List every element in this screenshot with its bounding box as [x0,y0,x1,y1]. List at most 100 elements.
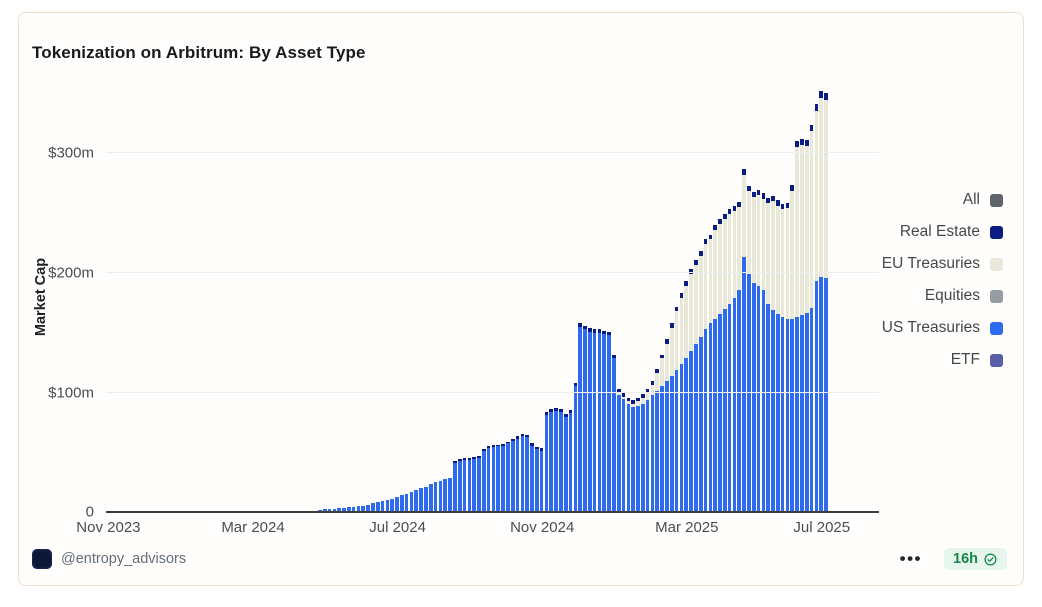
bar [607,331,611,513]
legend-item-eu-treasuries[interactable]: EU Treasuries [882,255,1003,273]
bar-segment-real-estate [607,331,611,336]
bar-segment-us-treasuries [563,417,568,513]
bar [515,436,520,513]
bar [419,488,423,513]
bar-segment-eu-treasuries [689,274,693,351]
bar-segment-us-treasuries [332,508,337,513]
bar [621,393,626,513]
bar-segment-real-estate [655,369,660,373]
bar-segment-us-treasuries [766,304,770,513]
bar-segment-real-estate [568,410,573,414]
bar [795,141,799,513]
more-options-icon[interactable]: ••• [899,549,922,568]
bar [665,339,669,513]
bar-segment-us-treasuries [568,413,573,513]
bar-segment-real-estate [665,339,669,344]
bar [578,323,583,513]
bar [539,448,544,513]
bar-segment-real-estate [732,205,737,211]
bar-segment-us-treasuries [592,333,597,513]
legend-label: EU Treasuries [881,255,980,272]
legend-item-etf[interactable]: ETF [882,351,1003,369]
bar-segment-real-estate [481,448,486,451]
bar-segment-real-estate [612,354,616,359]
bar-segment-us-treasuries [520,436,525,513]
bar-segment-real-estate [814,103,819,112]
bar [747,186,751,513]
bar-segment-us-treasuries [549,412,554,513]
bar-segment-real-estate [766,198,770,204]
legend-item-all[interactable]: All [882,191,1003,209]
bar [809,125,814,513]
bar-segment-real-estate [554,408,558,411]
bar-segment-us-treasuries [351,507,356,513]
bar-segment-real-estate [515,436,520,439]
legend-label: Real Estate [899,223,980,240]
bar-segment-us-treasuries [583,329,587,513]
bar-segment-us-treasuries [337,508,342,513]
bar-segment-eu-treasuries [771,201,775,311]
bar-segment-real-estate [592,329,597,333]
bar-segment-real-estate [694,259,698,265]
bar-segment-real-estate [486,446,491,449]
legend-label: Equities [924,287,980,304]
bar [679,293,684,513]
bar-segment-eu-treasuries [727,214,732,305]
bar-segment-us-treasuries [616,395,621,513]
bar-segment-real-estate [534,447,539,450]
legend-item-us-treasuries[interactable]: US Treasuries [882,319,1003,337]
bar [780,204,785,513]
bar [573,382,578,513]
bar-segment-us-treasuries [539,450,544,513]
bar-segment-eu-treasuries [674,311,679,371]
bar-segment-us-treasuries [597,333,602,513]
legend-item-real-estate[interactable]: Real Estate [882,223,1003,241]
bar-segment-eu-treasuries [694,264,698,344]
bar-segment-us-treasuries [534,449,539,513]
bar-segment-us-treasuries [751,282,756,513]
bar-segment-us-treasuries [525,437,529,513]
bar [612,354,616,513]
bar [660,354,664,513]
bar-segment-eu-treasuries [641,397,645,404]
bar [448,478,452,513]
bar-segment-real-estate [559,409,563,413]
bar [718,219,722,513]
bar-segment-eu-treasuries [655,372,660,391]
time-badge[interactable]: 16h [944,548,1007,570]
bar-segment-real-estate [491,445,496,447]
bar [689,269,693,513]
bar [583,325,587,513]
bar-segment-eu-treasuries [737,207,742,290]
bar [597,329,602,513]
bar-segment-us-treasuries [395,496,399,513]
bar-segment-us-treasuries [515,438,520,513]
bar-segment-us-treasuries [761,289,766,513]
bar-segment-us-treasuries [491,447,496,513]
bar-segment-eu-treasuries [698,256,703,337]
legend-label: All [962,191,980,208]
bar-segment-us-treasuries [780,317,785,513]
bar-segment-real-estate [756,189,761,196]
avatar[interactable] [32,549,52,569]
bar-segment-real-estate [506,441,510,444]
bar-segment-real-estate [621,393,626,397]
author-handle[interactable]: @entropy_advisors [61,551,187,567]
footer: @entropy_advisors ••• 16h [19,541,1023,585]
bar-segment-real-estate [525,435,529,438]
bar-segment-us-treasuries [477,457,481,513]
bar-segment-real-estate [669,323,674,329]
bar-segment-us-treasuries [419,488,423,513]
bar-segment-real-estate [472,457,476,459]
page-title: Tokenization on Arbitrum: By Asset Type [32,43,366,62]
bar [481,448,486,513]
bar-segment-us-treasuries [631,407,636,513]
bar [819,90,824,513]
bar [785,202,790,513]
bar [390,498,395,513]
legend-item-equities[interactable]: Equities [882,287,1003,305]
bar-segment-us-treasuries [804,312,809,513]
bar-segment-us-treasuries [510,441,515,513]
x-tick-label: Jul 2024 [369,519,426,536]
bar [395,496,399,513]
